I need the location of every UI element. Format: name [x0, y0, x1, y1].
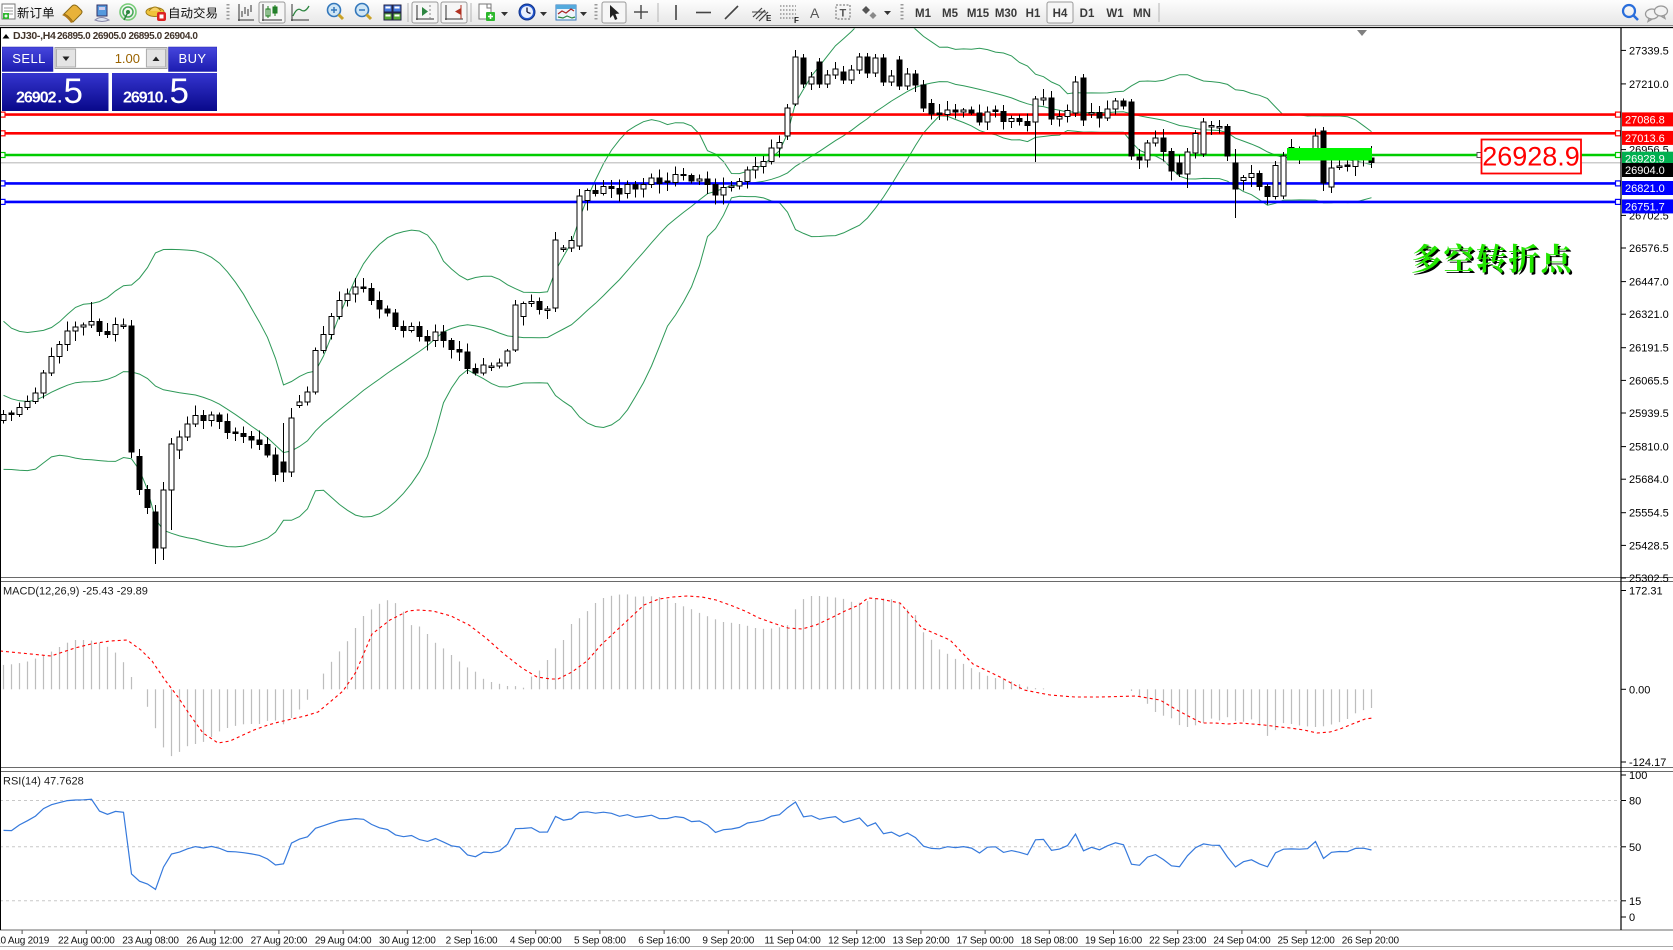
svg-text:W1: W1	[1106, 8, 1124, 20]
svg-text:13 Sep 20:00: 13 Sep 20:00	[892, 936, 950, 947]
svg-text:26321.0: 26321.0	[1629, 309, 1669, 321]
svg-text:0.00: 0.00	[1629, 684, 1650, 696]
svg-text:27013.6: 27013.6	[1625, 133, 1665, 145]
svg-text:22 Aug 00:00: 22 Aug 00:00	[58, 936, 115, 947]
svg-text:D1: D1	[1080, 8, 1095, 20]
svg-text:6 Sep 16:00: 6 Sep 16:00	[638, 936, 690, 947]
svg-text:26065.5: 26065.5	[1629, 375, 1669, 387]
svg-text:26 Sep 20:00: 26 Sep 20:00	[1342, 936, 1400, 947]
svg-text:26191.5: 26191.5	[1629, 343, 1669, 355]
svg-text:F: F	[794, 16, 799, 25]
svg-text:4 Sep 00:00: 4 Sep 00:00	[510, 936, 562, 947]
svg-text:RSI(14) 47.7628: RSI(14) 47.7628	[3, 776, 84, 788]
svg-text:-124.17: -124.17	[1629, 757, 1666, 769]
svg-text:.: .	[164, 90, 168, 107]
svg-text:22 Sep 23:00: 22 Sep 23:00	[1149, 936, 1207, 947]
svg-text:19 Sep 16:00: 19 Sep 16:00	[1085, 936, 1143, 947]
svg-text:25939.5: 25939.5	[1629, 408, 1669, 420]
svg-text:DJ30-,H4: DJ30-,H4	[13, 30, 56, 42]
svg-text:.: .	[58, 90, 62, 107]
svg-text:27086.8: 27086.8	[1625, 114, 1665, 126]
svg-text:27210.0: 27210.0	[1629, 79, 1669, 91]
svg-text:M30: M30	[995, 8, 1017, 20]
svg-text:25302.5: 25302.5	[1629, 573, 1669, 585]
svg-text:26821.0: 26821.0	[1625, 183, 1665, 195]
svg-text:2 Sep 16:00: 2 Sep 16:00	[446, 936, 498, 947]
svg-text:25428.5: 25428.5	[1629, 540, 1669, 552]
svg-text:0: 0	[1629, 912, 1635, 924]
svg-text:30 Aug 12:00: 30 Aug 12:00	[379, 936, 436, 947]
svg-text:20 Aug 2019: 20 Aug 2019	[0, 936, 50, 947]
svg-text:T: T	[840, 8, 847, 20]
svg-text:24 Sep 04:00: 24 Sep 04:00	[1213, 936, 1271, 947]
svg-text:80: 80	[1629, 796, 1641, 808]
svg-text:26904.0: 26904.0	[1625, 165, 1665, 177]
svg-text:5: 5	[64, 72, 83, 111]
svg-text:29 Aug 04:00: 29 Aug 04:00	[315, 936, 372, 947]
svg-text:26 Aug 12:00: 26 Aug 12:00	[186, 936, 243, 947]
svg-text:50: 50	[1629, 842, 1641, 854]
svg-text:M1: M1	[915, 8, 932, 20]
svg-text:25 Sep 12:00: 25 Sep 12:00	[1278, 936, 1336, 947]
svg-text:17 Sep 00:00: 17 Sep 00:00	[957, 936, 1015, 947]
svg-text:12 Sep 12:00: 12 Sep 12:00	[828, 936, 886, 947]
svg-text:BUY: BUY	[179, 51, 207, 66]
svg-text:MACD(12,26,9) -25.43 -29.89: MACD(12,26,9) -25.43 -29.89	[3, 586, 148, 598]
svg-text:SELL: SELL	[12, 51, 45, 66]
svg-text:E: E	[766, 14, 772, 23]
svg-text:26447.0: 26447.0	[1629, 277, 1669, 289]
svg-text:11 Sep 04:00: 11 Sep 04:00	[764, 936, 821, 947]
svg-text:9 Sep 20:00: 9 Sep 20:00	[702, 936, 754, 947]
svg-text:M15: M15	[967, 8, 990, 20]
svg-text:18 Sep 08:00: 18 Sep 08:00	[1021, 936, 1079, 947]
svg-text:26902: 26902	[16, 90, 57, 107]
svg-text:H1: H1	[1026, 8, 1041, 20]
svg-text:25810.0: 25810.0	[1629, 442, 1669, 454]
svg-text:25554.5: 25554.5	[1629, 508, 1669, 520]
svg-text:100: 100	[1629, 770, 1647, 782]
svg-text:M5: M5	[942, 8, 959, 20]
svg-text:25684.0: 25684.0	[1629, 474, 1669, 486]
svg-text:172.31: 172.31	[1629, 586, 1663, 598]
svg-text:5: 5	[170, 72, 189, 111]
svg-text:5 Sep 08:00: 5 Sep 08:00	[574, 936, 626, 947]
svg-text:26928.9: 26928.9	[1482, 142, 1580, 172]
svg-text:H4: H4	[1053, 8, 1068, 20]
svg-text:26576.5: 26576.5	[1629, 243, 1669, 255]
svg-text:A: A	[810, 5, 820, 21]
svg-text:27339.5: 27339.5	[1629, 45, 1669, 57]
svg-text:27 Aug 20:00: 27 Aug 20:00	[251, 936, 308, 947]
svg-text:26928.9: 26928.9	[1625, 154, 1665, 166]
svg-text:MN: MN	[1133, 8, 1151, 20]
svg-text:26895.0 26905.0 26895.0 26904.: 26895.0 26905.0 26895.0 26904.0	[57, 31, 198, 42]
svg-text:26910: 26910	[123, 90, 164, 107]
svg-text:15: 15	[1629, 896, 1641, 908]
svg-text:26751.7: 26751.7	[1625, 201, 1665, 213]
svg-text:1.00: 1.00	[115, 51, 140, 66]
svg-text:23 Aug 08:00: 23 Aug 08:00	[122, 936, 179, 947]
